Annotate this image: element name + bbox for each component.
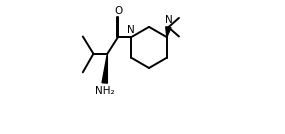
- Text: N: N: [127, 25, 135, 35]
- Polygon shape: [166, 27, 171, 37]
- Text: NH₂: NH₂: [95, 86, 115, 96]
- Polygon shape: [102, 54, 107, 83]
- Text: N: N: [165, 15, 173, 25]
- Text: O: O: [115, 6, 123, 16]
